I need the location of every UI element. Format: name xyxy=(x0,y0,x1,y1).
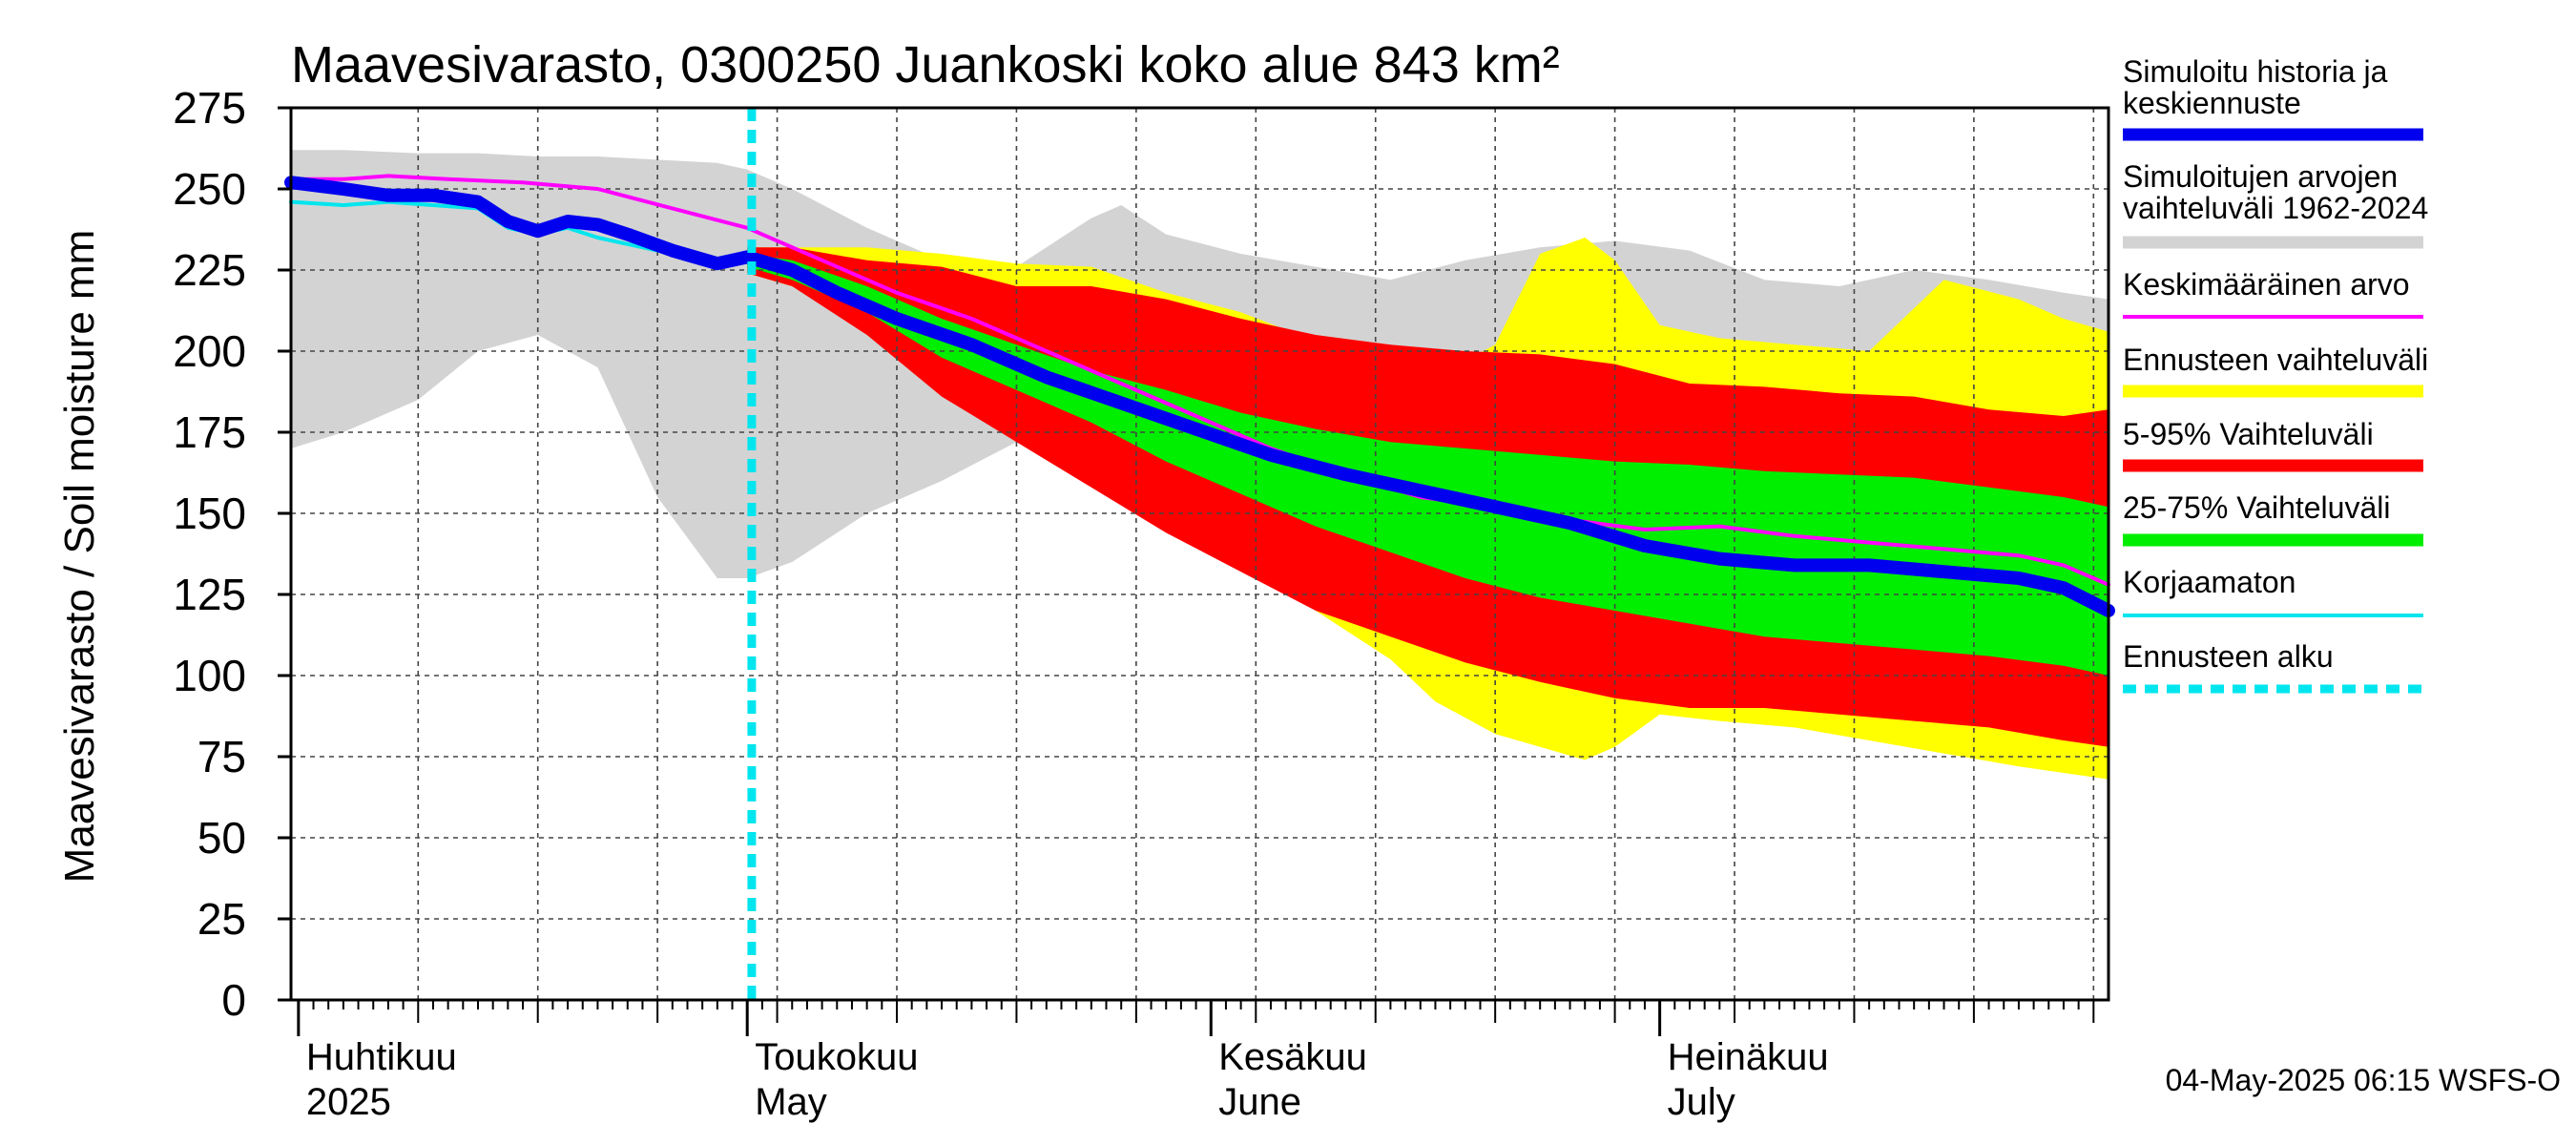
legend-label: Keskimääräinen arvo xyxy=(2123,267,2410,302)
x-month-label: Heinäkuu xyxy=(1668,1036,1829,1078)
y-tick-label: 50 xyxy=(197,813,246,863)
legend-label: Simuloitu historia ja xyxy=(2123,54,2388,89)
legend-item: 25-75% Vaihteluväli xyxy=(2123,490,2423,547)
legend-label: Ennusteen vaihteluväli xyxy=(2123,343,2428,377)
timestamp: 04-May-2025 06:15 WSFS-O xyxy=(2166,1063,2561,1097)
y-tick-label: 100 xyxy=(173,651,246,700)
legend-label: Ennusteen alku xyxy=(2123,639,2334,674)
legend-item: Ennusteen alku xyxy=(2123,639,2423,694)
band-25-75-vaihteluvali xyxy=(747,254,2109,676)
y-tick-label: 0 xyxy=(221,975,246,1025)
y-tick-label: 175 xyxy=(173,407,246,457)
x-month-sublabel: July xyxy=(1668,1081,1735,1123)
chart-title: Maavesivarasto, 0300250 Juankoski koko a… xyxy=(291,36,1560,94)
plot-area xyxy=(284,106,2115,1002)
y-tick-label: 250 xyxy=(173,164,246,214)
y-tick-label: 275 xyxy=(173,83,246,133)
y-tick-label: 150 xyxy=(173,489,246,538)
line-simuloitu-historia-ja-keskiennuste xyxy=(284,176,2115,617)
legend-label: keskiennuste xyxy=(2123,86,2301,120)
x-month-label: Huhtikuu xyxy=(306,1036,457,1078)
y-tick-label: 75 xyxy=(197,732,246,781)
legend-item: Korjaamaton xyxy=(2123,565,2423,617)
y-tick-label: 125 xyxy=(173,570,246,619)
legend-label: 5-95% Vaihteluväli xyxy=(2123,417,2374,451)
y-axis: 0 25 50 75 100 125 150 175 200 225 250 275 xyxy=(173,83,291,1025)
y-axis-label: Maavesivarasto / Soil moisture mm xyxy=(56,230,103,884)
y-tick-label: 200 xyxy=(173,326,246,376)
x-month-sublabel: 2025 xyxy=(306,1081,391,1123)
legend-label: Korjaamaton xyxy=(2123,565,2296,599)
legend-label: Simuloitujen arvojen xyxy=(2123,159,2398,194)
x-month-sublabel: May xyxy=(755,1081,827,1123)
legend-label: 25-75% Vaihteluväli xyxy=(2123,490,2390,525)
x-month-sublabel: June xyxy=(1218,1081,1301,1123)
x-month-label: Kesäkuu xyxy=(1218,1036,1367,1078)
y-tick-label: 25 xyxy=(197,894,246,944)
plot-frame xyxy=(289,106,2110,1002)
legend-label: vaihteluväli 1962-2024 xyxy=(2123,191,2428,225)
y-tick-label: 225 xyxy=(173,245,246,295)
legend-item: Keskimääräinen arvo xyxy=(2123,267,2423,319)
legend-item: Ennusteen vaihteluväli xyxy=(2123,343,2428,398)
x-month-label: Toukokuu xyxy=(755,1036,918,1078)
line-keskimaarainen-arvo xyxy=(289,174,2110,587)
legend: Simuloitu historia jakeskiennusteSimuloi… xyxy=(2123,54,2428,694)
legend-item: 5-95% Vaihteluväli xyxy=(2123,417,2423,472)
